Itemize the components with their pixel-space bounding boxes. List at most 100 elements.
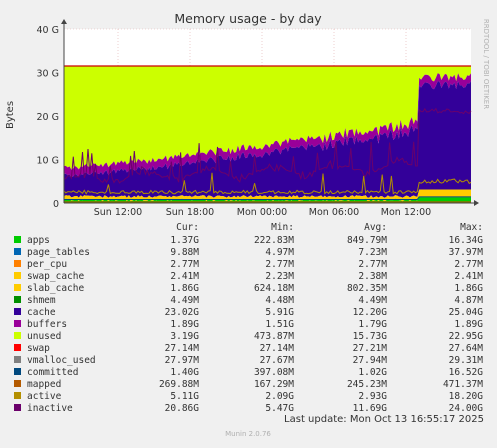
legend-swatch (14, 284, 21, 291)
legend-value-avg: 27.94M (353, 355, 388, 366)
plot-areas (64, 66, 471, 203)
legend-series-name: cache (27, 307, 56, 318)
legend-series-name: swap (27, 343, 50, 354)
legend-value-avg: 245.23M (347, 379, 387, 390)
legend-value-max: 4.87M (454, 295, 483, 306)
legend-swatch (14, 392, 21, 399)
legend-value-avg: 4.49M (358, 295, 387, 306)
legend-value-min: 2.09G (265, 391, 294, 402)
legend-value-cur: 5.11G (170, 391, 199, 402)
legend-value-cur: 1.40G (170, 367, 199, 378)
x-tick-label: Sun 18:00 (166, 207, 214, 218)
legend-value-min: 27.67M (260, 355, 295, 366)
legend-value-avg: 802.35M (347, 283, 387, 294)
legend-swatch (14, 308, 21, 315)
legend-value-max: 1.89G (454, 319, 483, 330)
legend-value-max: 18.20G (449, 391, 484, 402)
y-tick-label: 20 G (37, 112, 59, 123)
legend-value-cur: 9.88M (170, 247, 199, 258)
legend-swatch (14, 404, 21, 411)
legend-value-avg: 2.93G (358, 391, 387, 402)
chart-title: Memory usage - by day (174, 11, 322, 26)
legend-value-min: 4.97M (265, 247, 294, 258)
legend-series-name: slab_cache (27, 283, 84, 294)
legend-value-min: 2.77M (265, 259, 294, 270)
legend-column-header: Max: (460, 222, 483, 233)
legend-series-name: active (27, 391, 62, 402)
x-axis-arrow (474, 200, 479, 206)
y-tick-label: 40 G (37, 25, 59, 36)
legend-value-max: 37.97M (449, 247, 484, 258)
legend-value-cur: 1.37G (170, 235, 199, 246)
legend-value-cur: 23.02G (165, 307, 200, 318)
y-axis-label: Bytes (5, 101, 16, 129)
legend-swatch (14, 320, 21, 327)
legend-swatch (14, 296, 21, 303)
legend-value-max: 27.64M (449, 343, 484, 354)
legend-value-max: 471.37M (443, 379, 483, 390)
legend-value-cur: 2.77M (170, 259, 199, 270)
x-tick-label: Mon 06:00 (309, 207, 359, 218)
legend-value-cur: 269.88M (159, 379, 199, 390)
legend-series-name: inactive (27, 403, 73, 414)
legend-series-name: shmem (27, 295, 56, 306)
legend-swatch (14, 356, 21, 363)
legend-value-cur: 3.19G (170, 331, 199, 342)
last-update: Last update: Mon Oct 13 16:55:17 2025 (284, 414, 484, 425)
side-label: RRDTOOL / TOBI OETIKER (482, 19, 490, 109)
legend-value-min: 27.14M (260, 343, 295, 354)
legend-value-max: 25.04G (449, 307, 484, 318)
legend-value-max: 22.95G (449, 331, 484, 342)
legend-value-avg: 1.79G (358, 319, 387, 330)
legend-value-cur: 20.86G (165, 403, 200, 414)
legend-value-min: 167.29M (254, 379, 294, 390)
legend-swatch (14, 380, 21, 387)
legend-swatch (14, 368, 21, 375)
legend-value-avg: 849.79M (347, 235, 387, 246)
legend-value-avg: 7.23M (358, 247, 387, 258)
legend-series-name: mapped (27, 379, 61, 390)
legend-value-avg: 2.77M (358, 259, 387, 270)
legend-value-avg: 15.73G (353, 331, 388, 342)
legend-series-name: vmalloc_used (27, 355, 96, 366)
y-tick-label: 10 G (37, 156, 59, 167)
legend-value-avg: 2.38M (358, 271, 387, 282)
legend-swatch (14, 272, 21, 279)
legend-swatch (14, 236, 21, 243)
legend-value-max: 2.77M (454, 259, 483, 270)
legend-series-name: unused (27, 331, 61, 342)
legend-value-avg: 27.21M (353, 343, 388, 354)
y-tick-label: 0 (53, 199, 59, 210)
legend-column-header: Cur: (176, 222, 199, 233)
legend-value-min: 2.23M (265, 271, 294, 282)
legend-value-avg: 12.20G (353, 307, 388, 318)
legend-value-max: 16.52G (449, 367, 484, 378)
x-tick-label: Mon 00:00 (237, 207, 287, 218)
legend-value-avg: 1.02G (358, 367, 387, 378)
legend-series-name: buffers (27, 319, 67, 330)
legend-series-name: apps (27, 235, 50, 246)
legend-column-header: Avg: (364, 222, 387, 233)
legend-value-min: 1.51G (265, 319, 294, 330)
legend-series-name: per_cpu (27, 259, 67, 270)
legend-value-cur: 1.86G (170, 283, 199, 294)
legend-column-header: Min: (271, 222, 294, 233)
legend-value-cur: 1.89G (170, 319, 199, 330)
legend-value-min: 397.08M (254, 367, 294, 378)
legend-value-max: 2.41M (454, 271, 483, 282)
legend: Cur: Min: Avg: Max: apps 1.37G 222.83M 849.79M 1… (14, 222, 483, 414)
legend-value-max: 29.31M (449, 355, 484, 366)
x-tick-label: Sun 12:00 (94, 207, 142, 218)
legend-value-min: 473.87M (254, 331, 294, 342)
munin-footer: Munin 2.0.76 (225, 430, 271, 438)
legend-value-avg: 11.69G (353, 403, 388, 414)
legend-value-min: 5.91G (265, 307, 294, 318)
legend-series-name: page_tables (27, 247, 90, 258)
legend-value-cur: 4.49M (170, 295, 199, 306)
legend-swatch (14, 260, 21, 267)
legend-swatch (14, 344, 21, 351)
legend-value-min: 222.83M (254, 235, 294, 246)
legend-value-cur: 27.97M (165, 355, 200, 366)
